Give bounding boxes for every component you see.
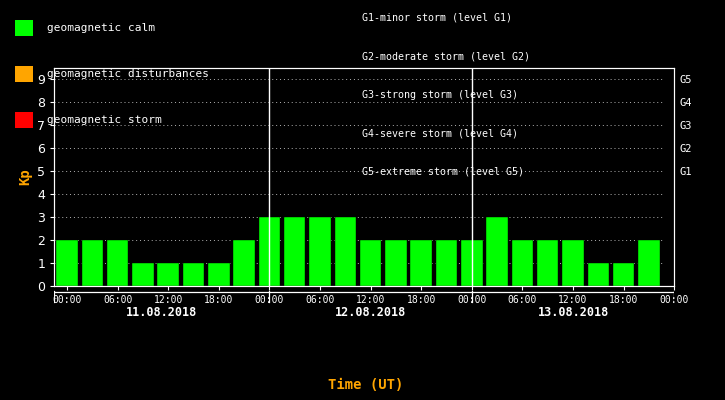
Bar [563,240,584,286]
Text: G4-severe storm (level G4): G4-severe storm (level G4) [362,128,518,138]
Bar [537,240,558,286]
Bar [259,217,280,286]
Bar [132,263,154,286]
Bar [233,240,255,286]
Y-axis label: Kp: Kp [18,169,32,185]
Bar [310,217,331,286]
Text: geomagnetic calm: geomagnetic calm [47,23,155,33]
Bar [587,263,609,286]
Bar [183,263,204,286]
Bar [107,240,128,286]
Text: G3-strong storm (level G3): G3-strong storm (level G3) [362,90,518,100]
Bar [57,240,78,286]
Bar [436,240,457,286]
Text: G2-moderate storm (level G2): G2-moderate storm (level G2) [362,51,531,61]
Bar [512,240,533,286]
Bar [410,240,432,286]
Text: G1-minor storm (level G1): G1-minor storm (level G1) [362,13,513,23]
Text: G5-extreme storm (level G5): G5-extreme storm (level G5) [362,167,524,177]
Bar [157,263,179,286]
Text: 12.08.2018: 12.08.2018 [335,306,406,318]
Bar [461,240,483,286]
Text: 11.08.2018: 11.08.2018 [126,306,197,318]
Text: 13.08.2018: 13.08.2018 [537,306,609,318]
Bar [284,217,305,286]
Bar [334,217,356,286]
Bar [613,263,634,286]
Bar [360,240,381,286]
Bar [208,263,230,286]
Text: geomagnetic storm: geomagnetic storm [47,115,162,125]
Bar [486,217,508,286]
Text: Time (UT): Time (UT) [328,378,404,392]
Bar [638,240,660,286]
Text: geomagnetic disturbances: geomagnetic disturbances [47,69,209,79]
Bar [82,240,103,286]
Bar [385,240,407,286]
